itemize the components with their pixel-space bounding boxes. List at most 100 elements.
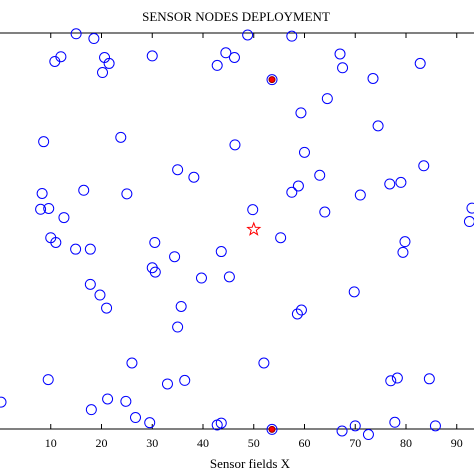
sensor-node-point (418, 160, 430, 172)
sensor-node-point (319, 206, 331, 218)
sensor-node-point (247, 204, 259, 216)
cluster-head-point (266, 74, 278, 86)
sink-node-point (246, 221, 262, 236)
sensor-node-point (70, 28, 82, 40)
sensor-node-point (334, 48, 346, 60)
sensor-node-point (291, 308, 303, 320)
sensor-node-point (78, 184, 90, 196)
cluster-head-fill (268, 76, 276, 84)
sensor-node-point (384, 178, 396, 190)
sensor-node-point (175, 300, 187, 312)
chart-title: SENSOR NODES DEPLOYMENT (142, 9, 330, 24)
sensor-node-point (354, 189, 366, 201)
sensor-node-point (97, 67, 109, 79)
sensor-node-point (389, 416, 401, 428)
sensor-node-point (146, 50, 158, 62)
sensor-node-point (126, 357, 138, 369)
sensor-node-point (172, 321, 184, 333)
sensor-node-point (188, 171, 200, 183)
sensor-node-point (385, 375, 397, 387)
sensor-node-point (423, 373, 435, 385)
x-tick-label: 20 (95, 436, 107, 450)
sensor-node-point (42, 374, 54, 386)
sensor-node-point (172, 164, 184, 176)
sensor-node-point (179, 374, 191, 386)
sensor-node-point (275, 232, 287, 244)
sensor-nodes (0, 28, 474, 441)
sensor-node-point (466, 202, 474, 214)
sensor-node-point (149, 236, 161, 248)
sensor-node-point (36, 187, 48, 199)
sensor-node-point (38, 136, 50, 148)
x-tick-label: 50 (248, 436, 260, 450)
sensor-node-point (337, 62, 349, 74)
sensor-node-point (349, 420, 361, 432)
sensor-node-point (43, 202, 55, 214)
x-axis-label: Sensor fields X (210, 456, 291, 471)
sensor-node-point (372, 120, 384, 132)
sensor-node-point (463, 216, 474, 228)
cluster-head-fill (268, 425, 276, 433)
sensor-node-point (298, 146, 310, 158)
sensor-node-point (101, 302, 113, 314)
sensor-node-point (429, 420, 441, 432)
sensor-node-point (102, 393, 114, 405)
x-tick-label: 80 (400, 436, 412, 450)
sensor-node-point (115, 131, 127, 143)
sensor-node-point (84, 278, 96, 290)
sensor-node-point (295, 107, 307, 119)
sensor-node-point (149, 266, 161, 278)
sensor-node-point (286, 30, 298, 42)
sensor-node-point (35, 203, 47, 215)
sensor-node-point (314, 169, 326, 181)
plot-area-frame (0, 32, 474, 430)
sensor-node-point (121, 188, 133, 200)
sensor-node-point (336, 425, 348, 437)
sensor-node-point (49, 55, 61, 67)
sensor-node-point (120, 395, 132, 407)
sensor-node-point (229, 139, 241, 151)
sensor-node-point (211, 59, 223, 71)
sensor-node-point (295, 304, 307, 316)
sensor-node-point (414, 57, 426, 69)
sensor-node-point (242, 29, 254, 41)
sensor-node-point (321, 93, 333, 105)
sensor-node-point (85, 404, 97, 416)
x-axis-ticks: 10 20 30 40 50 60 70 80 90 (45, 33, 463, 450)
sensor-node-point (292, 180, 304, 192)
sensor-node-point (223, 271, 235, 283)
sensor-node-point (391, 372, 403, 384)
sensor-node-point (88, 33, 100, 45)
sensor-node-point (144, 417, 156, 429)
sensor-node-point (395, 176, 407, 188)
sensor-node-point (94, 289, 106, 301)
sensor-node-point (169, 251, 181, 263)
sensor-node-point (161, 378, 173, 390)
sensor-node-point (286, 186, 298, 198)
x-tick-label: 60 (298, 436, 310, 450)
sensor-node-point (215, 417, 227, 429)
sensor-node-point (70, 243, 82, 255)
x-tick-label: 30 (146, 436, 158, 450)
sensor-node-point (130, 412, 142, 424)
cluster-head-point (266, 423, 278, 435)
x-tick-label: 10 (45, 436, 57, 450)
sensor-node-point (50, 236, 62, 248)
sensor-node-point (367, 72, 379, 84)
sensor-node-point (397, 246, 409, 258)
sensor-node-point (195, 272, 207, 284)
sensor-node-point (84, 243, 96, 255)
sensor-node-point (103, 57, 115, 69)
sensor-node-point (399, 236, 411, 248)
x-tick-label: 90 (451, 436, 463, 450)
sensor-node-point (215, 246, 227, 258)
sensor-node-point (362, 429, 374, 441)
x-tick-label: 40 (197, 436, 209, 450)
sensor-node-point (220, 47, 232, 59)
sensor-node-point (0, 396, 7, 408)
sensor-node-point (258, 357, 270, 369)
sensor-node-point (348, 286, 360, 298)
sensor-node-point (58, 212, 70, 224)
x-tick-label: 70 (349, 436, 361, 450)
